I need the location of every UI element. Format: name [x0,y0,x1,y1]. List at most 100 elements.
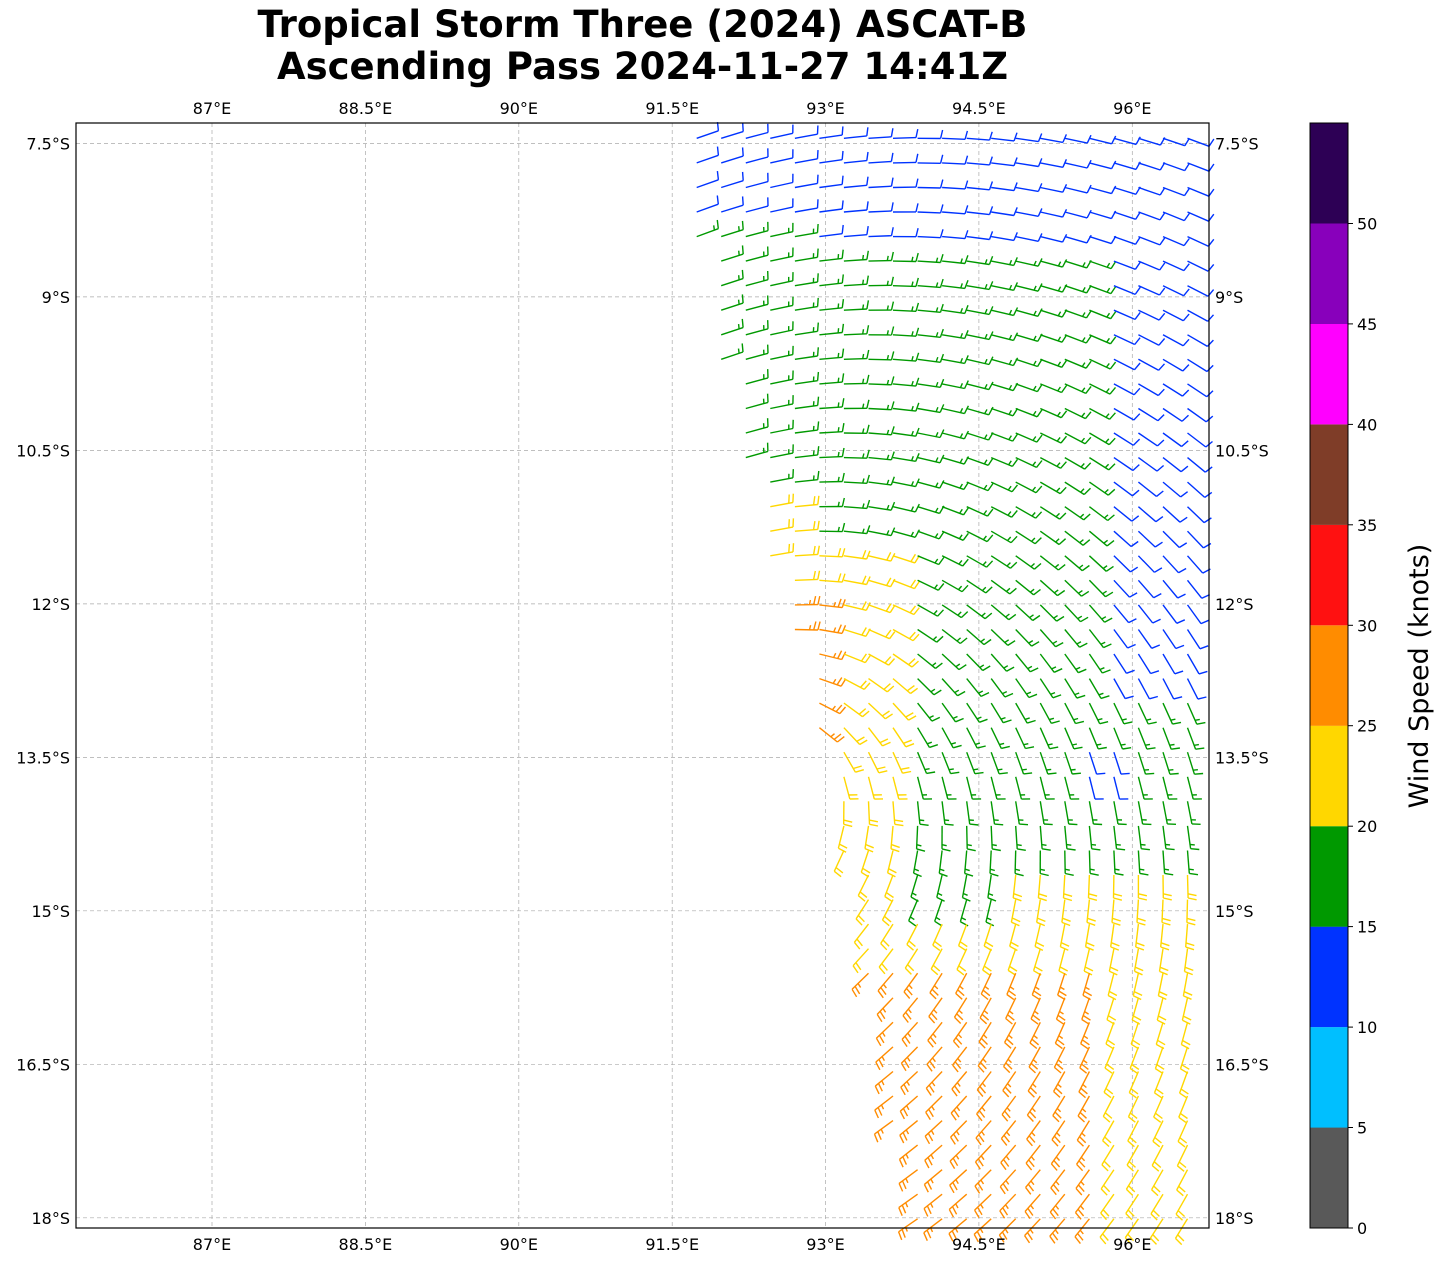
wind-barb [1049,1193,1066,1220]
wind-barb [1162,678,1183,700]
wind-barb [1015,183,1043,193]
wind-barb [1034,923,1045,952]
wind-barb [957,923,968,952]
wind-barb [1162,751,1179,775]
wind-barb [917,555,945,566]
wind-barb [1178,1071,1189,1099]
wind-barb [1162,235,1190,247]
wind-barb [991,307,1019,317]
colorbar-tick-label: 35 [1357,516,1377,535]
wind-barb [1064,776,1080,800]
wind-barb [916,801,929,826]
wind-barb [924,1120,943,1145]
wind-barb [1162,579,1186,599]
wind-barb [900,1046,919,1072]
wind-barb [770,321,794,336]
wind-barb [819,497,845,508]
wind-barb [892,776,908,800]
wind-barb [1088,653,1111,674]
wind-barb [720,196,744,213]
wind-barb [1112,874,1123,901]
wind-barb [916,751,936,775]
wind-barb [868,678,895,693]
wind-barb [917,129,944,140]
colorbar-tick-label: 50 [1357,215,1377,234]
wind-barb [1089,334,1117,345]
wind-barb [950,1120,968,1145]
wind-barb [1186,899,1196,926]
wind-barb [1088,825,1101,851]
wind-barb [1039,506,1067,520]
wind-barb [1186,702,1206,725]
wind-barb [1015,727,1035,750]
wind-barb [1099,1218,1115,1245]
wind-barb [837,825,848,853]
wind-barb [745,442,769,459]
wind-barb [892,277,919,288]
wind-barb [868,702,893,720]
wind-barb [794,125,819,139]
wind-barb [1058,948,1069,976]
wind-barb [1162,309,1190,322]
wind-barb [696,171,720,189]
lat-tick-label-right: 15°S [1215,902,1254,921]
wind-barb [1040,358,1068,368]
wind-barb [843,474,870,484]
wind-barb [1131,997,1142,1025]
wind-barb [1126,1144,1140,1172]
wind-barb [941,776,957,800]
wind-barb [1089,235,1117,245]
wind-barb [1186,579,1210,599]
wind-barb [843,702,870,718]
wind-barb [1074,1193,1090,1220]
wind-barb [892,153,919,164]
wind-barb [868,301,895,311]
map-frame [75,122,1210,1229]
colorbar-tick-label: 0 [1357,1219,1367,1238]
wind-barb [1039,850,1049,877]
wind-barb [819,274,844,287]
wind-barb [900,1070,919,1096]
wind-barb [892,503,920,513]
wind-barb [1162,407,1189,422]
wind-barb [923,1193,943,1217]
colorbar: 0 5 10 15 20 25 30 35 40 45 50 Wind Speed (knots) [1309,122,1435,1238]
wind-barb [1137,702,1157,725]
wind-barb [1186,678,1207,700]
wind-barb [1152,1120,1164,1148]
wind-barb [819,150,844,164]
wind-barb [985,899,995,927]
wind-barb [1015,530,1042,545]
wind-barb [877,972,894,999]
wind-barb [794,322,819,336]
wind-barb [1039,825,1051,851]
wind-barb [868,603,896,614]
wind-barb [1153,1071,1164,1099]
wind-barb [917,404,945,414]
wind-barb [892,252,919,263]
wind-barb [1155,1022,1166,1050]
wind-barb [1088,801,1103,826]
wind-barb [875,1046,894,1071]
wind-barb [1002,1071,1017,1098]
wind-barb [1186,653,1208,675]
wind-barb [1015,825,1026,851]
wind-barb [948,1193,968,1218]
wind-barb [843,325,870,336]
wind-barb [1039,481,1067,495]
wind-barb [991,257,1018,267]
colorbar-segment [1310,1127,1348,1228]
wind-barb [1089,210,1117,220]
wind-barb [1036,899,1046,927]
lon-tick-label-top: 90°E [500,99,538,118]
wind-barb [819,373,845,385]
wind-barb [833,850,845,878]
wind-barb [794,421,820,434]
wind-barb [941,678,966,697]
wind-barb [941,604,969,619]
wind-barb [1137,604,1161,624]
lat-tick-label-left: 15°S [31,902,70,921]
wind-barb [1113,457,1140,472]
wind-barb [990,702,1012,724]
colorbar-tick-label: 25 [1357,717,1377,736]
